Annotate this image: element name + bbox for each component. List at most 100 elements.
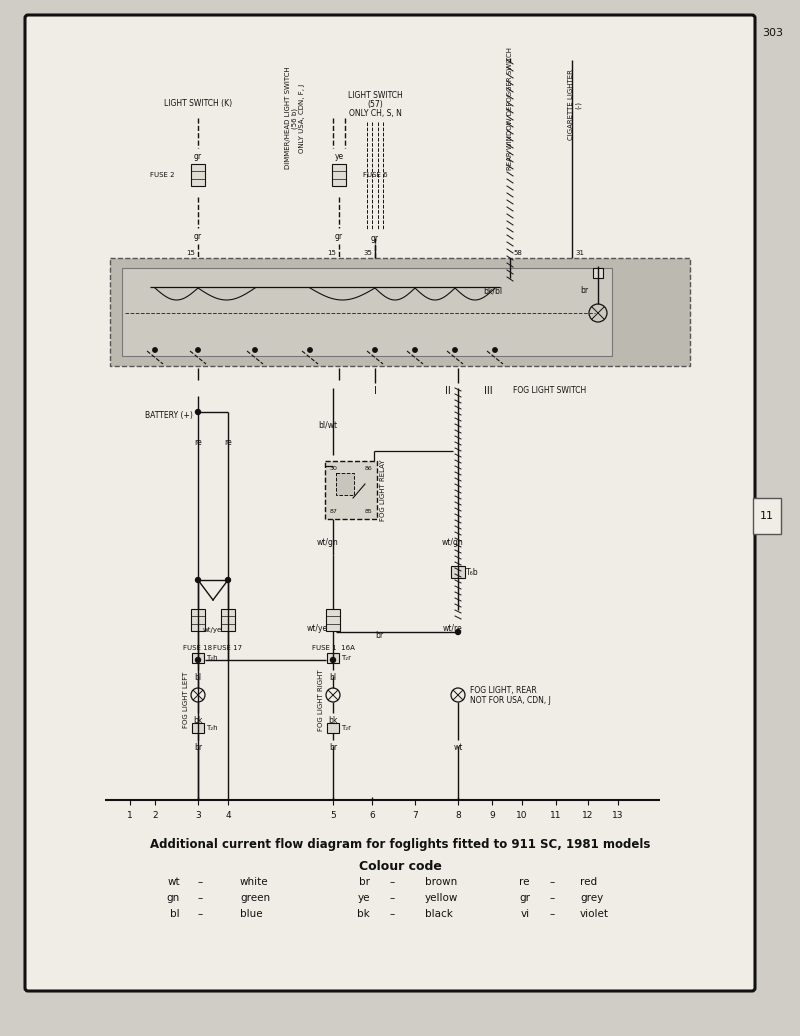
Text: red: red	[580, 877, 597, 887]
Bar	[192, 653, 204, 663]
Text: 13: 13	[612, 810, 624, 819]
Text: 12: 12	[582, 810, 594, 819]
Text: FUSE 6: FUSE 6	[363, 172, 388, 178]
Text: bl: bl	[330, 673, 337, 682]
Text: 7: 7	[412, 810, 418, 819]
Text: 31: 31	[575, 250, 584, 256]
Text: Additional current flow diagram for foglights fitted to 911 SC, 1981 models: Additional current flow diagram for fogl…	[150, 838, 650, 851]
Text: DIMMER/HEAD LIGHT SWITCH
(56 b)
ONLY USA, CDN, F, J: DIMMER/HEAD LIGHT SWITCH (56 b) ONLY USA…	[285, 66, 306, 169]
Text: –: –	[198, 893, 202, 903]
Text: 86: 86	[364, 466, 372, 471]
Text: FOG LIGHT RIGHT: FOG LIGHT RIGHT	[318, 669, 324, 730]
Text: CIGARETTE LIGHTER
(-): CIGARETTE LIGHTER (-)	[568, 69, 582, 141]
Text: FOG LIGHT SWITCH: FOG LIGHT SWITCH	[513, 386, 586, 395]
Text: REAR WINDOW DEFOGGER SWITCH: REAR WINDOW DEFOGGER SWITCH	[507, 47, 513, 170]
Text: bk/bl: bk/bl	[483, 286, 502, 295]
Text: T₂r: T₂r	[341, 655, 351, 661]
Text: (57): (57)	[367, 99, 383, 109]
Text: LIGHT SWITCH: LIGHT SWITCH	[348, 90, 402, 99]
Text: 15: 15	[186, 250, 195, 256]
Text: 4: 4	[225, 810, 231, 819]
Text: bl: bl	[170, 909, 180, 919]
Text: gr: gr	[519, 893, 530, 903]
Text: –: –	[550, 909, 554, 919]
Text: 35: 35	[363, 250, 372, 256]
Text: I: I	[374, 386, 377, 396]
Text: wt: wt	[167, 877, 180, 887]
Circle shape	[196, 348, 200, 352]
Text: violet: violet	[580, 909, 609, 919]
Circle shape	[226, 577, 230, 582]
Text: wt/gn: wt/gn	[317, 538, 339, 547]
Text: 30: 30	[330, 466, 338, 471]
Circle shape	[195, 658, 201, 662]
Text: FUSE 17: FUSE 17	[214, 645, 242, 651]
Bar	[221, 609, 235, 631]
Text: T₂r: T₂r	[341, 725, 351, 731]
Text: –: –	[390, 893, 394, 903]
Text: re: re	[224, 437, 232, 447]
Text: ye: ye	[358, 893, 370, 903]
Text: Colour code: Colour code	[358, 860, 442, 873]
Text: 9: 9	[489, 810, 495, 819]
Text: blue: blue	[240, 909, 262, 919]
Text: brown: brown	[425, 877, 458, 887]
Circle shape	[308, 348, 312, 352]
Bar	[191, 609, 205, 631]
Bar	[336, 473, 354, 495]
Text: br: br	[194, 743, 202, 752]
Circle shape	[195, 577, 201, 582]
Text: gr: gr	[335, 232, 343, 241]
Text: LIGHT SWITCH (K): LIGHT SWITCH (K)	[164, 99, 232, 108]
Text: 3: 3	[195, 810, 201, 819]
Bar	[327, 653, 339, 663]
Text: NOT FOR USA, CDN, J: NOT FOR USA, CDN, J	[470, 695, 551, 704]
Text: br: br	[329, 743, 337, 752]
Circle shape	[493, 348, 498, 352]
Text: III: III	[484, 386, 492, 396]
Text: 8: 8	[455, 810, 461, 819]
Text: FUSE 2: FUSE 2	[150, 172, 174, 178]
Bar	[327, 723, 339, 733]
Text: br: br	[359, 877, 370, 887]
Text: 87: 87	[330, 509, 338, 514]
Circle shape	[453, 348, 458, 352]
Circle shape	[413, 348, 418, 352]
Text: black: black	[425, 909, 453, 919]
Bar	[593, 268, 603, 278]
Text: 1: 1	[127, 810, 133, 819]
Text: bl/wt: bl/wt	[318, 421, 338, 430]
Text: –: –	[550, 893, 554, 903]
Text: 6: 6	[369, 810, 375, 819]
Text: 2: 2	[152, 810, 158, 819]
Text: 10: 10	[516, 810, 528, 819]
Circle shape	[373, 348, 378, 352]
Text: gr: gr	[194, 152, 202, 161]
Bar	[326, 609, 340, 631]
Text: –: –	[198, 877, 202, 887]
Circle shape	[195, 409, 201, 414]
Bar	[325, 461, 377, 519]
Text: bk: bk	[328, 716, 338, 725]
Text: ye: ye	[334, 152, 343, 161]
Text: FUSE 18: FUSE 18	[183, 645, 213, 651]
Text: FOG LIGHT RELAY: FOG LIGHT RELAY	[380, 459, 386, 521]
Text: FOG LIGHT LEFT: FOG LIGHT LEFT	[183, 671, 189, 728]
Text: yellow: yellow	[425, 893, 458, 903]
Circle shape	[455, 630, 461, 634]
Text: –: –	[390, 909, 394, 919]
Text: bk: bk	[358, 909, 370, 919]
Text: ONLY CH, S, N: ONLY CH, S, N	[349, 109, 402, 117]
Bar	[192, 723, 204, 733]
Text: FUSE 1  16A: FUSE 1 16A	[311, 645, 354, 651]
Text: grey: grey	[580, 893, 603, 903]
Text: wt/re: wt/re	[443, 623, 463, 632]
Text: 5: 5	[330, 810, 336, 819]
Text: wt: wt	[454, 743, 462, 752]
Text: –: –	[390, 877, 394, 887]
Text: bl: bl	[194, 673, 202, 682]
Text: 85: 85	[364, 509, 372, 514]
Text: wt/ye: wt/ye	[203, 627, 222, 633]
Text: T₂h: T₂h	[206, 655, 218, 661]
Circle shape	[253, 348, 258, 352]
